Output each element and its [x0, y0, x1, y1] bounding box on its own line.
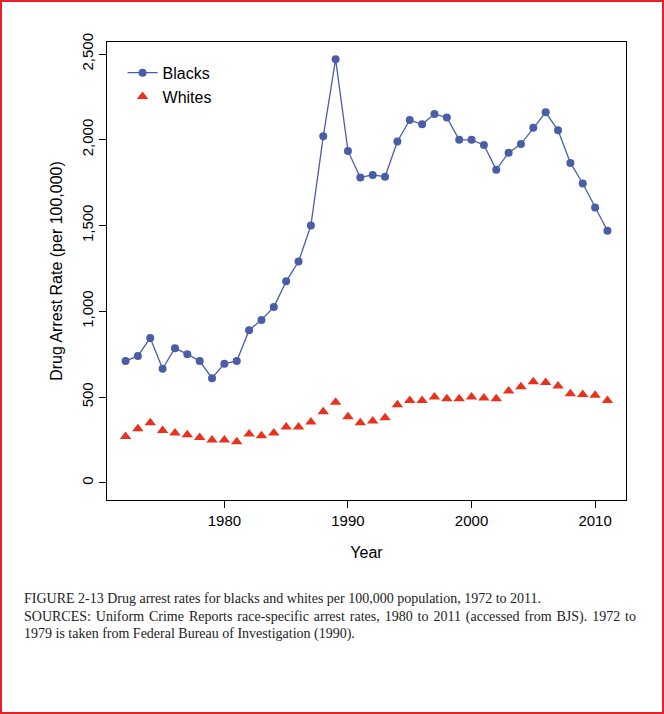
svg-text:1,500: 1,500 — [79, 205, 96, 243]
svg-text:2010: 2010 — [578, 512, 611, 529]
svg-text:Blacks: Blacks — [163, 65, 210, 82]
svg-text:2,000: 2,000 — [79, 119, 96, 157]
svg-text:Whites: Whites — [163, 89, 212, 106]
svg-text:2000: 2000 — [455, 512, 488, 529]
svg-text:500: 500 — [79, 382, 96, 407]
svg-text:1980: 1980 — [208, 512, 241, 529]
html-text:FIGURE 2-13 Drug arrest rates: FIGURE 2-13 Drug arrest rates for blacks… — [24, 591, 541, 606]
svg-text:Drug Arrest Rate (per 100,000): Drug Arrest Rate (per 100,000) — [48, 161, 65, 381]
svg-text:1990: 1990 — [331, 512, 364, 529]
html-text:SOURCES: Uniform Crime Reports: SOURCES: Uniform Crime Reports race-spec… — [24, 609, 636, 641]
svg-text:1,000: 1,000 — [79, 290, 96, 328]
svg-text:2,500: 2,500 — [79, 33, 96, 71]
svg-text:0: 0 — [79, 476, 96, 484]
svg-text:Year: Year — [350, 544, 383, 561]
